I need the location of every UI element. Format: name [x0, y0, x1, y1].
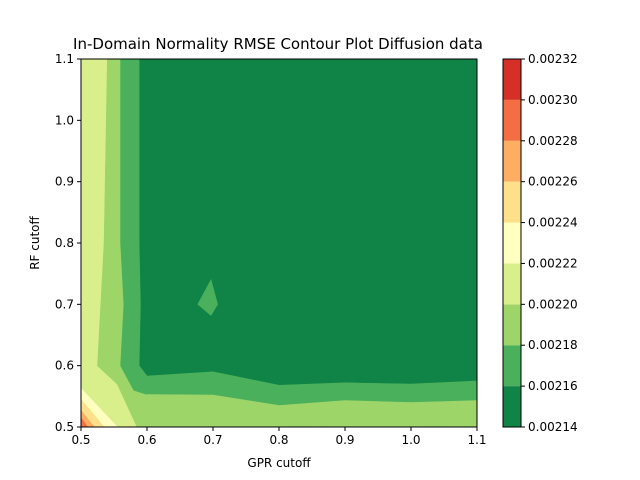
y-tick-label-3: 0.8	[55, 236, 74, 250]
y-axis: 0.5 0.6 0.7 0.8 0.9 1.0 1.1	[55, 52, 81, 434]
colorbar-tick-label-8: 0.00230	[528, 93, 578, 107]
x-tick-label-0: 0.5	[71, 433, 90, 447]
colorbar-band-5	[503, 181, 521, 223]
colorbar: 0.00214 0.00216 0.00218 0.00220 0.00222 0.002…	[502, 52, 578, 434]
x-tick-label-6: 1.1	[467, 433, 486, 447]
x-tick-label-1: 0.6	[137, 433, 156, 447]
chart-title: In-Domain Normality RMSE Contour Plot Di…	[73, 35, 483, 53]
x-axis: 0.5 0.6 0.7 0.8 0.9 1.0 1.1	[71, 427, 487, 447]
y-tick-label-4: 0.9	[55, 175, 74, 189]
x-tick-label-5: 1.0	[401, 433, 420, 447]
contour-region-3	[197, 278, 218, 316]
y-tick-label-0: 0.5	[55, 420, 74, 434]
plot-area	[80, 58, 478, 428]
colorbar-tick-label-2: 0.00218	[528, 338, 578, 352]
colorbar-band-1	[503, 345, 521, 387]
y-tick-label-5: 1.0	[55, 113, 74, 127]
colorbar-tick-label-7: 0.00228	[528, 134, 578, 148]
x-tick-label-3: 0.8	[269, 433, 288, 447]
colorbar-band-6	[503, 140, 521, 182]
colorbar-tick-label-9: 0.00232	[528, 52, 578, 66]
colorbar-band-2	[503, 304, 521, 346]
x-tick-label-2: 0.7	[203, 433, 222, 447]
colorbar-frame	[502, 58, 522, 428]
y-axis-label: RF cutoff	[28, 215, 42, 269]
colorbar-band-4	[503, 222, 521, 264]
colorbar-tick-label-5: 0.00224	[528, 216, 578, 230]
x-axis-label: GPR cutoff	[247, 456, 311, 470]
colorbar-tick-label-6: 0.00226	[528, 175, 578, 189]
x-tick-label-4: 0.9	[335, 433, 354, 447]
colorbar-tick-label-0: 0.00214	[528, 420, 578, 434]
colorbar-tick-label-4: 0.00222	[528, 256, 578, 270]
colorbar-band-3	[503, 263, 521, 305]
colorbar-tick-label-1: 0.00216	[528, 379, 578, 393]
contour-background	[81, 59, 477, 427]
y-tick-label-6: 1.1	[55, 52, 74, 66]
y-tick-label-1: 0.6	[55, 359, 74, 373]
colorbar-band-0	[503, 386, 521, 427]
colorbar-tick-label-3: 0.00220	[528, 297, 578, 311]
y-tick-label-2: 0.7	[55, 297, 74, 311]
colorbar-band-7	[503, 99, 521, 141]
colorbar-band-8	[503, 59, 521, 100]
